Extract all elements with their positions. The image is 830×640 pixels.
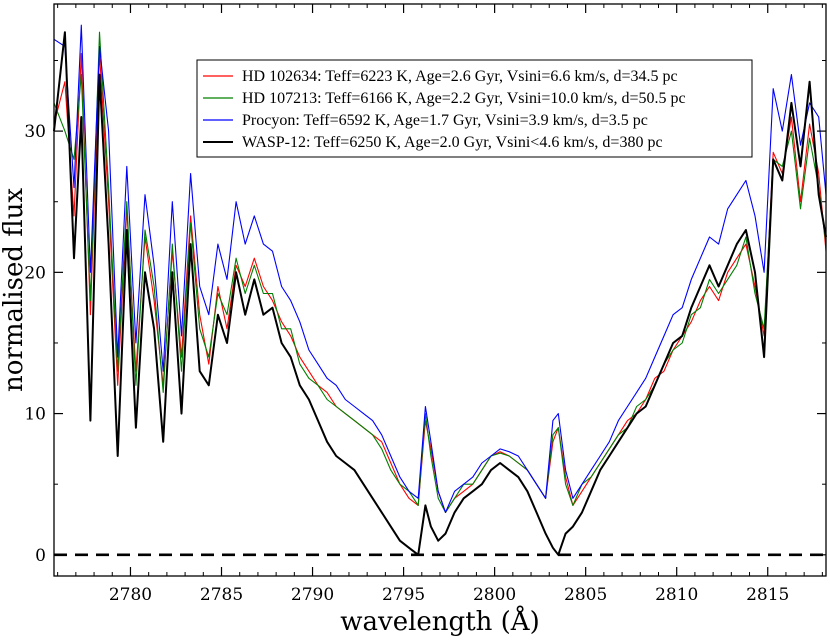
legend: HD 102634: Teff=6223 K, Age=2.6 Gyr, Vsi… [196, 59, 753, 158]
x-axis-ticks: 2780 2785 2790 2795 2800 2805 2810 2815 [57, 4, 823, 605]
x-tick-label: 2805 [564, 585, 607, 605]
x-tick-label: 2790 [291, 585, 334, 605]
x-axis-title: wavelength (Å) [340, 605, 539, 637]
y-tick-label: 0 [35, 546, 46, 566]
legend-label-4: WASP-12: Teff=6250 K, Age=2.0 Gyr, Vsini… [242, 134, 663, 151]
series-group [53, 24, 827, 556]
legend-label-1: HD 102634: Teff=6223 K, Age=2.6 Gyr, Vsi… [242, 68, 678, 85]
y-axis-title: normalised flux [0, 188, 29, 392]
series-line-4 [53, 31, 827, 556]
x-tick-label: 2780 [109, 585, 152, 605]
legend-box [196, 59, 753, 158]
legend-label-3: Procyon: Teff=6592 K, Age=1.7 Gyr, Vsini… [242, 112, 648, 129]
y-tick-label: 10 [24, 405, 46, 425]
y-tick-label: 30 [24, 122, 46, 142]
x-tick-label: 2795 [382, 585, 425, 605]
x-tick-label: 2785 [200, 585, 243, 605]
y-tick-label: 20 [24, 263, 46, 283]
legend-label-2: HD 107213: Teff=6166 K, Age=2.2 Gyr, Vsi… [242, 90, 686, 107]
x-tick-label: 2810 [655, 585, 698, 605]
series-line-3 [53, 24, 827, 513]
x-tick-label: 2815 [746, 585, 789, 605]
series-line-2 [53, 31, 827, 513]
y-axis-ticks: 0 10 20 30 [24, 59, 826, 566]
x-tick-label: 2800 [473, 585, 516, 605]
